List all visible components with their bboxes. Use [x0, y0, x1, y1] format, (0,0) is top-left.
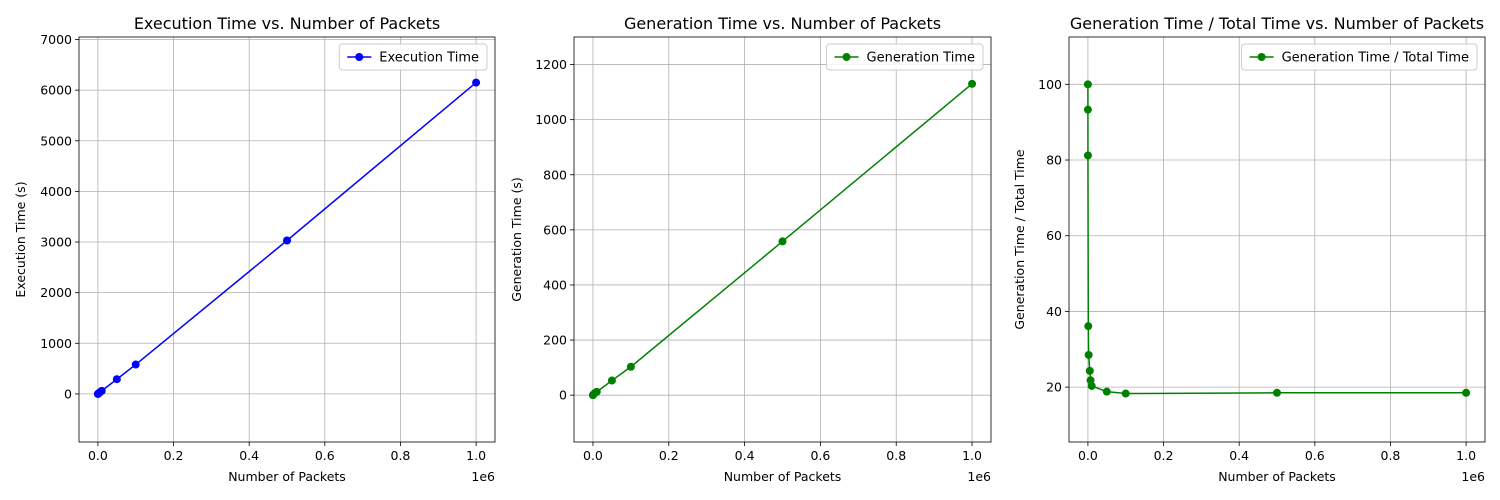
data-point [1083, 105, 1092, 114]
y-tick-label: 100 [1038, 77, 1062, 92]
y-tick-label: 40 [1046, 304, 1062, 319]
axes-frame [573, 36, 992, 443]
y-tick-label: 2000 [40, 285, 72, 300]
x-tick-label: 1.0 [466, 448, 486, 463]
x-tick-label: 0.6 [1305, 448, 1325, 463]
generation-ratio-chart: Generation Time / Total Time vs. Number … [1012, 14, 1486, 484]
legend-box [1241, 43, 1478, 71]
x-tick-label: 0.8 [1381, 448, 1401, 463]
x-tick-label: 0.8 [391, 448, 411, 463]
data-point [112, 375, 121, 384]
data-point [1084, 322, 1093, 331]
y-tick-label: 7000 [40, 32, 72, 47]
data-point [1121, 389, 1130, 398]
x-tick-label: 0.4 [239, 448, 259, 463]
legend-label: Generation Time / Total Time [1282, 51, 1469, 66]
data-point [1083, 151, 1092, 160]
data-point [97, 386, 106, 395]
data-point [1085, 366, 1094, 375]
x-tick-label: 0.0 [1078, 448, 1098, 463]
data-point [778, 237, 787, 246]
y-tick-label: 5000 [40, 133, 72, 148]
chart-title: Generation Time vs. Number of Packets [624, 14, 941, 33]
legend-marker-swatch [842, 53, 851, 61]
y-axis-label: Execution Time (s) [13, 181, 28, 297]
y-tick-label: 20 [1046, 380, 1062, 395]
data-point [1087, 381, 1096, 390]
generation-time-chart: Generation Time vs. Number of Packets Nu… [509, 14, 992, 484]
x-tick-label: 0.6 [315, 448, 335, 463]
x-axis-label: Number of Packets [228, 469, 346, 484]
data-point [283, 236, 291, 245]
chart-title: Execution Time vs. Number of Packets [134, 14, 440, 33]
data-point [607, 376, 616, 385]
y-tick-label: 80 [1046, 153, 1062, 168]
y-tick-label: 600 [543, 222, 567, 237]
data-point [1462, 388, 1471, 397]
y-axis-label: Generation Time (s) [509, 177, 524, 302]
data-point [1102, 387, 1111, 396]
chart-title: Generation Time / Total Time vs. Number … [1070, 14, 1484, 33]
legend-label: Generation Time [867, 51, 975, 66]
y-tick-label: 1000 [535, 112, 567, 127]
data-point [1083, 80, 1092, 89]
axes-frame [78, 36, 496, 443]
x-tick-label: 0.0 [88, 448, 108, 463]
data-point [472, 78, 481, 87]
x-axis-label: Number of Packets [1218, 469, 1336, 484]
y-tick-label: 0 [64, 386, 72, 401]
x-tick-label: 0.2 [1154, 448, 1174, 463]
x-axis-offset-label: 1e6 [471, 469, 495, 484]
y-axis-label: Generation Time / Total Time [1012, 149, 1027, 330]
data-point [968, 79, 977, 88]
x-tick-label: 0.4 [735, 448, 755, 463]
y-tick-label: 60 [1046, 228, 1062, 243]
y-tick-label: 200 [543, 333, 567, 348]
axes-frame [1068, 36, 1486, 443]
x-tick-label: 0.2 [659, 448, 679, 463]
data-point [131, 360, 140, 369]
y-tick-label: 3000 [40, 235, 72, 250]
x-tick-label: 0.4 [1229, 448, 1249, 463]
legend-box [826, 43, 984, 71]
x-tick-label: 1.0 [1456, 448, 1476, 463]
x-axis-offset-label: 1e6 [967, 469, 991, 484]
legend-label: Execution Time [379, 51, 479, 66]
legend-marker-swatch [1257, 53, 1266, 61]
y-tick-label: 4000 [40, 184, 72, 199]
x-axis-offset-label: 1e6 [1461, 469, 1485, 484]
x-tick-label: 0.2 [164, 448, 184, 463]
series-line [1087, 84, 1467, 395]
y-tick-label: 400 [543, 277, 567, 292]
x-tick-label: 0.6 [810, 448, 830, 463]
data-point [626, 362, 635, 371]
legend-marker-swatch [355, 53, 364, 61]
x-axis-label: Number of Packets [724, 469, 842, 484]
x-tick-label: 0.8 [886, 448, 906, 463]
y-tick-label: 6000 [40, 83, 72, 98]
data-point [592, 387, 601, 396]
execution-time-chart: Execution Time vs. Number of Packets Num… [13, 14, 496, 484]
y-tick-label: 1000 [40, 336, 72, 351]
legend-box [338, 43, 488, 71]
data-point [1273, 388, 1281, 397]
y-tick-label: 1200 [535, 57, 567, 72]
data-point [1084, 350, 1093, 359]
x-tick-label: 0.0 [583, 448, 603, 463]
y-tick-label: 0 [559, 388, 567, 403]
y-tick-label: 800 [543, 167, 567, 182]
x-tick-label: 1.0 [962, 448, 982, 463]
